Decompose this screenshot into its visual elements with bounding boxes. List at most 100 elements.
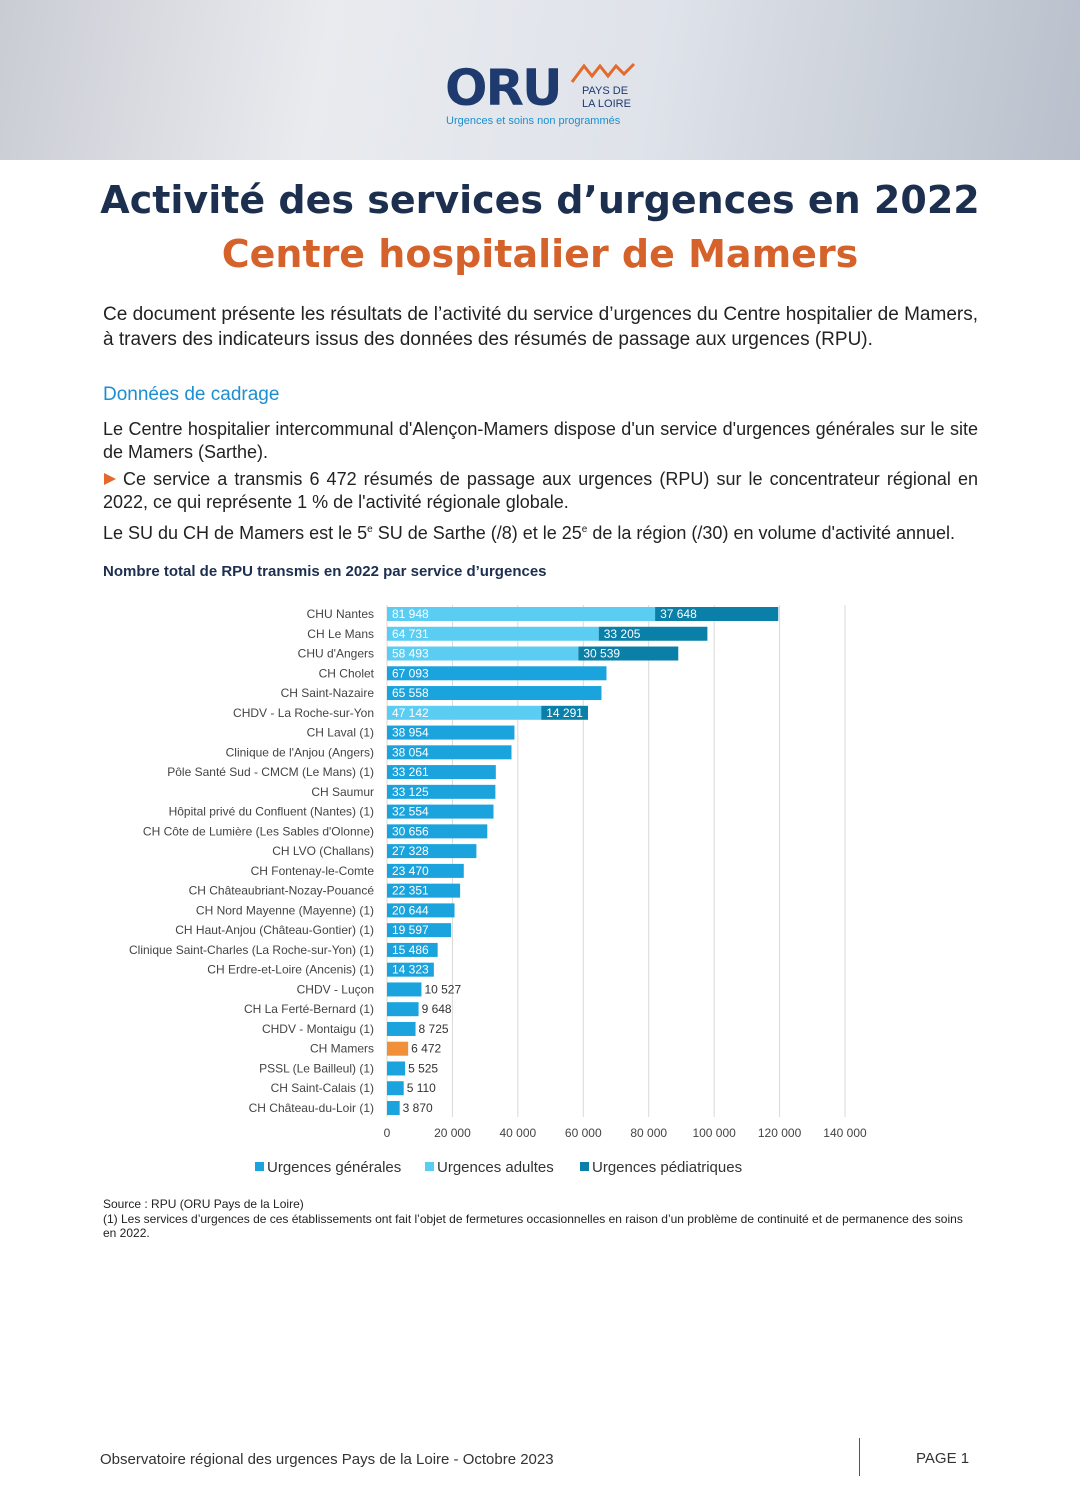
chart: 0 20 000 40 000 60 000 80 000 100 000 120 000 1… xyxy=(129,605,867,1176)
source: Source : RPU (ORU Pays de la Loire) xyxy=(103,1197,304,1211)
legend-label: Urgences adultes xyxy=(437,1159,554,1176)
footer-text: Observatoire régional des urgences Pays … xyxy=(100,1451,554,1468)
x-tick-label: 140 000 xyxy=(823,1126,867,1140)
bar-segment xyxy=(387,765,496,780)
y-tick-label: CHU Nantes xyxy=(307,607,374,621)
bar-segment xyxy=(387,903,455,918)
footnote: (1) Les services d’urgences de ces établ… xyxy=(103,1212,963,1240)
y-tick-label: CH Côte de Lumière (Les Sables d'Olonne) xyxy=(143,824,374,838)
logo-region-1: PAYS DE xyxy=(582,85,629,97)
data-label: 22 351 xyxy=(392,884,429,898)
y-tick-label: CH La Ferté-Bernard (1) xyxy=(244,1002,374,1016)
bar-segment xyxy=(387,666,607,681)
bar-segment xyxy=(387,1061,406,1076)
bar-segment xyxy=(387,686,602,701)
data-label: 27 328 xyxy=(392,844,429,858)
data-label: 67 093 xyxy=(392,666,429,680)
text: Le SU du CH de Mamers est le 5 xyxy=(103,523,368,543)
data-label: 15 486 xyxy=(392,943,429,957)
y-tick-label: CH Mamers xyxy=(310,1042,374,1056)
data-label: 33 125 xyxy=(392,785,429,799)
bar-segment xyxy=(387,824,488,839)
header-banner xyxy=(0,0,1080,160)
y-tick-label: CH Erdre-et-Loire (Ancenis) (1) xyxy=(207,963,374,977)
data-label: 58 493 xyxy=(392,647,429,661)
data-label: 30 539 xyxy=(583,647,620,661)
bar-segment xyxy=(387,784,496,799)
bar-segment xyxy=(387,646,579,661)
x-tick-label: 80 000 xyxy=(630,1126,667,1140)
y-tick-label: CH Saint-Nazaire xyxy=(281,686,375,700)
y-tick-label: CH Haut-Anjou (Château-Gontier) (1) xyxy=(175,923,374,937)
data-label: 65 558 xyxy=(392,686,429,700)
y-tick-label: Clinique de l'Anjou (Angers) xyxy=(226,745,374,759)
section-title: Données de cadrage xyxy=(103,384,280,405)
y-tick-label: CH Saint-Calais (1) xyxy=(271,1081,374,1095)
paragraph: Ce service a transmis 6 472 résumés de p… xyxy=(103,469,978,512)
x-tick-label: 20 000 xyxy=(434,1126,471,1140)
data-label: 23 470 xyxy=(392,864,429,878)
y-tick-label: CH Cholet xyxy=(319,666,375,680)
data-label: 5 525 xyxy=(408,1061,438,1075)
subtitle: Centre hospitalier de Mamers xyxy=(221,232,859,276)
bar-segment xyxy=(387,844,477,859)
y-tick-label: CH Le Mans xyxy=(307,627,374,641)
data-label: 37 648 xyxy=(660,607,697,621)
bar-segment xyxy=(387,1002,419,1017)
bar-segment xyxy=(387,883,461,898)
bar-segment xyxy=(387,1021,416,1036)
bar-segment xyxy=(387,745,512,760)
data-label: 38 054 xyxy=(392,745,429,759)
data-label: 38 954 xyxy=(392,726,429,740)
bar-segment xyxy=(387,1081,404,1096)
bar-segment xyxy=(387,942,438,957)
bar-segment xyxy=(387,863,464,878)
page-number: PAGE 1 xyxy=(916,1450,970,1467)
chart-title: Nombre total de RPU transmis en 2022 par… xyxy=(103,563,547,580)
title: Activité des services d’urgences en 2022 xyxy=(100,178,980,222)
data-label: 33 261 xyxy=(392,765,429,779)
y-tick-label: CHU d'Angers xyxy=(298,647,374,661)
legend-label: Urgences générales xyxy=(267,1159,401,1176)
paragraph: Le Centre hospitalier intercommunal d'Al… xyxy=(103,419,978,462)
bar-segment xyxy=(387,626,599,641)
x-tick-label: 60 000 xyxy=(565,1126,602,1140)
y-tick-label: CH Nord Mayenne (Mayenne) (1) xyxy=(196,903,374,917)
logo: ORU xyxy=(445,59,563,117)
text: de la région (/30) en volume d'activité … xyxy=(587,523,956,543)
legend-label: Urgences pédiatriques xyxy=(592,1159,742,1176)
data-label: 32 554 xyxy=(392,805,429,819)
x-tick-label: 40 000 xyxy=(500,1126,537,1140)
y-tick-label: CH Laval (1) xyxy=(307,726,374,740)
data-label: 5 110 xyxy=(407,1081,436,1095)
y-tick-label: CH LVO (Challans) xyxy=(272,844,374,858)
y-tick-label: CH Château-du-Loir (1) xyxy=(249,1101,374,1115)
logo-tagline: Urgences et soins non programmés xyxy=(446,115,621,127)
x-tick-label: 120 000 xyxy=(758,1126,802,1140)
bar-segment xyxy=(387,962,434,977)
superscript: e xyxy=(367,524,373,535)
y-tick-label: CH Châteaubriant-Nozay-Pouancé xyxy=(189,884,375,898)
y-tick-label: CH Saumur xyxy=(311,785,374,799)
data-label: 10 527 xyxy=(424,982,461,996)
y-tick-label: CHDV - Luçon xyxy=(297,982,374,996)
data-label: 30 656 xyxy=(392,824,429,838)
bar-segment xyxy=(387,725,515,740)
data-label: 14 323 xyxy=(392,963,429,977)
bar-segment xyxy=(387,1101,400,1115)
data-label: 47 142 xyxy=(392,706,429,720)
legend-swatch xyxy=(580,1162,589,1171)
y-tick-label: Hôpital privé du Confluent (Nantes) (1) xyxy=(169,805,374,819)
data-label: 19 597 xyxy=(392,923,429,937)
bar-segment xyxy=(578,646,679,661)
data-label: 64 731 xyxy=(392,627,429,641)
data-label: 9 648 xyxy=(422,1002,452,1016)
bar-segment xyxy=(541,705,588,720)
bar-segment xyxy=(387,804,494,819)
intro: Ce document présente les résultats de l’… xyxy=(103,304,978,350)
y-tick-label: Pôle Santé Sud - CMCM (Le Mans) (1) xyxy=(167,765,374,779)
x-tick-label: 100 000 xyxy=(692,1126,736,1140)
bar-segment xyxy=(655,607,779,621)
data-label: 33 205 xyxy=(604,627,641,641)
